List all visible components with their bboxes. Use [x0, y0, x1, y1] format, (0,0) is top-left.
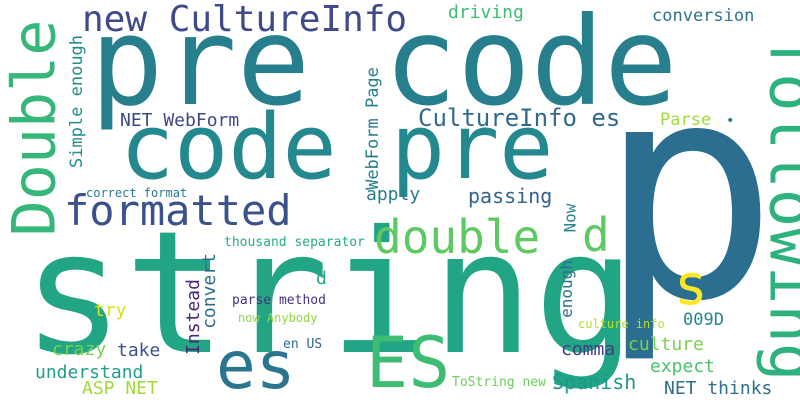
word-Parse: Parse	[660, 110, 712, 130]
word-es: es	[216, 327, 296, 400]
word-expect: expect	[650, 356, 716, 377]
word-NET-thinks: NET thinks	[664, 378, 773, 399]
word-s: s	[674, 253, 708, 318]
word-new-CultureInfo: new CultureInfo	[82, 0, 408, 40]
word-d-large: d	[582, 208, 610, 262]
word-formatted: formatted	[64, 186, 292, 235]
word-CultureInfo-es: CultureInfo es	[418, 104, 621, 132]
word-en-US: en US	[283, 337, 323, 352]
word-crazy: crazy	[52, 339, 107, 360]
word-009D: 009D	[683, 310, 724, 330]
word-apply: apply	[366, 184, 421, 205]
word-enough: enough	[556, 260, 576, 318]
word-Double: Double	[0, 19, 70, 237]
word-following: following	[754, 34, 800, 382]
word-ASP-NET: ASP NET	[82, 378, 158, 399]
word-pre-code: pre code	[90, 0, 678, 133]
word-driving: driving	[448, 2, 524, 23]
word-Now: Now	[560, 203, 580, 233]
word-take: take	[117, 340, 161, 361]
word-passing: passing	[468, 184, 553, 208]
word-d-small: d	[316, 268, 327, 289]
word-string: string	[22, 195, 637, 393]
word-double: double	[374, 210, 541, 264]
word-WebForm-Page: WebForm Page	[362, 67, 383, 190]
word-culture: culture	[628, 334, 704, 355]
word-code-pre: code pre	[120, 95, 554, 200]
word-culture-info: culture info	[578, 317, 665, 331]
word-Spanish: Spanish	[552, 370, 637, 394]
word-conversion: conversion	[652, 6, 755, 26]
word-dot: •	[726, 113, 735, 129]
word-p: p	[598, 18, 779, 367]
word-Simple-enough: Simple enough	[67, 34, 88, 169]
word-ToString-new: ToString new	[452, 375, 546, 390]
word-Instead: Instead	[182, 279, 204, 355]
word-NET-WebForm: NET WebForm	[120, 110, 240, 131]
word-comma: comma	[561, 339, 616, 360]
word-correct-format: correct format	[86, 186, 188, 200]
word-parse-method: parse method	[232, 293, 326, 308]
word-ES: ES	[366, 322, 451, 400]
word-now-Anybody: now Anybody	[238, 311, 318, 325]
word-thousand-separator: thousand separator	[224, 235, 365, 250]
word-try: try	[94, 300, 127, 321]
word-understand: understand	[35, 362, 144, 383]
